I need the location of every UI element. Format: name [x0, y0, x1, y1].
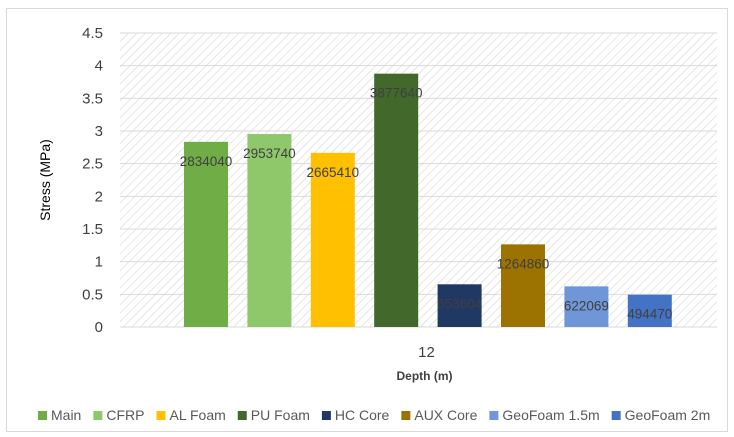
bar — [437, 284, 482, 327]
bar — [310, 152, 355, 327]
legend-swatch — [93, 411, 103, 420]
legend-entry: Main — [51, 407, 81, 423]
y-axis-title: Stress (MPa) — [37, 139, 53, 221]
data-label: 622069 — [564, 298, 609, 313]
data-label: 2665410 — [307, 165, 360, 180]
legend-swatch — [237, 411, 247, 420]
legend-entry: GeoFoam 1.5m — [502, 407, 599, 423]
y-tick-label: 1 — [95, 254, 103, 271]
legend-swatch — [489, 411, 499, 420]
y-tick-label: 2.5 — [82, 156, 103, 173]
y-tick-label: 1.5 — [82, 221, 103, 238]
bar — [184, 141, 228, 327]
bar — [564, 286, 609, 327]
legend-entry: GeoFoam 2m — [625, 407, 711, 423]
legend-swatch — [321, 411, 331, 420]
y-tick-label: 3 — [95, 123, 103, 140]
data-label: 2834040 — [180, 154, 233, 169]
legend-entry: HC Core — [335, 407, 390, 423]
data-label: 2953740 — [243, 146, 296, 161]
x-axis-title: Depth (m) — [397, 369, 453, 383]
x-tick-label: 12 — [418, 344, 435, 361]
data-label: 1264860 — [497, 256, 550, 271]
legend-entry: PU Foam — [251, 407, 310, 423]
data-label: 653604 — [437, 296, 483, 311]
legend-entry: AL Foam — [169, 407, 225, 423]
data-label: 494470 — [627, 307, 672, 322]
legend-entry: CFRP — [106, 407, 144, 423]
bar — [501, 244, 545, 327]
y-tick-label: 0 — [95, 319, 103, 336]
legend-swatch — [611, 411, 621, 420]
legend-swatch — [38, 411, 47, 420]
y-tick-label: 2 — [95, 188, 103, 205]
legend-swatch — [401, 411, 411, 420]
y-tick-label: 0.5 — [82, 286, 103, 303]
bar — [627, 294, 672, 327]
legend-entry: AUX Core — [414, 407, 477, 423]
chart-border — [6, 8, 728, 432]
legend-swatch — [156, 411, 166, 420]
y-tick-label: 4 — [95, 58, 103, 75]
bar — [374, 73, 419, 327]
data-label: 3877640 — [370, 86, 423, 101]
bar — [247, 134, 292, 327]
y-tick-label: 3.5 — [82, 90, 103, 107]
y-tick-label: 4.5 — [82, 25, 103, 42]
